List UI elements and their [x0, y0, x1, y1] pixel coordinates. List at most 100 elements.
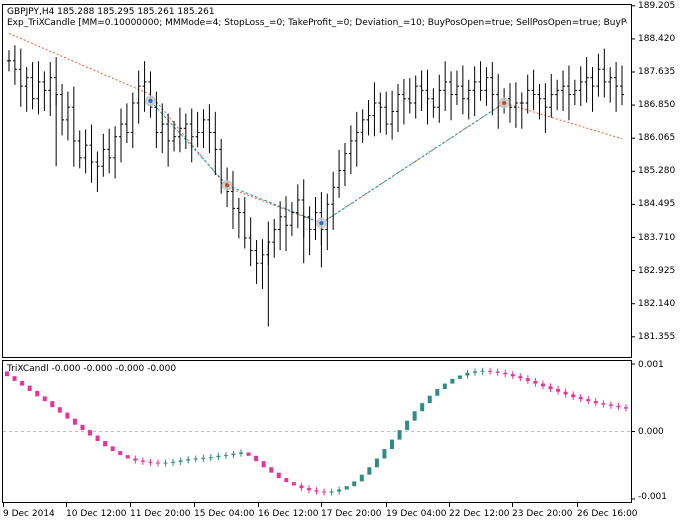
price-bar — [213, 111, 218, 176]
price-chart-frame[interactable] — [2, 4, 632, 358]
price-bar — [278, 201, 283, 251]
price-bar — [154, 91, 159, 149]
trix-candle — [389, 439, 394, 450]
price-bar — [71, 86, 76, 167]
price-bar — [325, 193, 330, 251]
trade-link-line — [226, 184, 322, 224]
trend-line — [8, 32, 623, 224]
price-bar — [525, 74, 530, 114]
price-bar — [242, 197, 247, 249]
price-bar — [449, 71, 454, 121]
trix-candle — [359, 474, 364, 482]
price-bar — [508, 83, 513, 123]
price-bar — [136, 70, 141, 124]
price-bar — [360, 109, 365, 144]
trix-candle — [442, 383, 447, 389]
expert-header: Exp_TriXCandle [MM=0.10000000; MMMode=4;… — [7, 18, 627, 28]
trix-candle — [405, 420, 410, 431]
price-bar — [384, 91, 389, 135]
time-axis-label: 9 Dec 2014 — [3, 509, 55, 519]
price-bar — [407, 78, 412, 114]
trix-candle — [412, 411, 417, 421]
price-bar — [201, 109, 206, 149]
price-axis-label: 181.355 — [638, 331, 676, 342]
trix-candle — [420, 403, 425, 412]
price-bar — [289, 202, 294, 236]
trix-candle — [88, 430, 93, 436]
price-bar — [566, 65, 571, 121]
trix-candle — [80, 424, 85, 431]
price-bar — [36, 61, 41, 115]
price-bar — [342, 143, 347, 187]
price-bar — [348, 125, 353, 175]
price-bar — [466, 79, 471, 120]
price-bar — [236, 197, 241, 239]
price-axis-label: 182.925 — [638, 265, 676, 276]
trix-candle — [397, 430, 402, 440]
price-bar — [425, 69, 430, 125]
price-bar — [83, 129, 88, 174]
trix-candle — [20, 380, 25, 386]
price-bar — [443, 61, 448, 111]
price-bar — [378, 92, 383, 133]
price-bar — [431, 88, 436, 118]
price-bar — [24, 67, 29, 112]
trix-candle — [95, 435, 100, 441]
price-bar — [578, 66, 583, 106]
price-bar — [437, 74, 442, 123]
trix-candle — [42, 396, 47, 402]
time-axis-label: 16 Dec 12:00 — [258, 509, 319, 519]
time-axis-label: 22 Dec 12:00 — [449, 509, 510, 519]
price-bar — [113, 126, 118, 179]
price-bar — [331, 171, 336, 230]
price-axis-label: 183.710 — [638, 232, 676, 243]
price-bar — [107, 128, 112, 174]
trade-link-line — [150, 100, 228, 186]
trix-candle — [344, 486, 349, 490]
price-axis-label: 189.205 — [638, 0, 676, 11]
price-bar — [366, 100, 371, 136]
price-bar — [65, 91, 70, 141]
price-bar — [95, 151, 100, 192]
price-bar — [177, 107, 182, 153]
trix-candle — [57, 407, 62, 413]
trade-link-line — [321, 102, 505, 224]
price-bar — [531, 69, 536, 111]
price-bar — [142, 61, 147, 112]
price-bar — [77, 130, 82, 169]
price-bar — [30, 62, 35, 110]
trix-candle — [435, 388, 440, 396]
trix-candle — [27, 385, 32, 392]
time-axis-label: 26 Dec 16:00 — [577, 509, 638, 519]
price-bar — [620, 65, 624, 106]
price-bar — [89, 124, 94, 183]
time-axis-label: 15 Dec 04:00 — [194, 509, 255, 519]
price-axis-label: 186.850 — [638, 100, 676, 111]
price-bar — [101, 133, 106, 177]
price-bar — [614, 62, 619, 112]
trix-candle — [427, 395, 432, 404]
symbol-header: GBPJPY,H4 185.288 185.295 185.261 185.26… — [7, 7, 215, 17]
price-bar — [608, 67, 613, 103]
price-axis-label: 184.495 — [638, 199, 676, 210]
price-bar — [124, 103, 129, 144]
price-bar — [519, 92, 524, 129]
trix-candle — [65, 412, 70, 419]
axes-layer — [3, 5, 635, 507]
price-bar — [513, 82, 518, 128]
trix-candle — [118, 451, 123, 456]
trix-candle — [72, 418, 77, 425]
price-bar — [472, 66, 477, 117]
indicator-axis-label: 0.000 — [638, 426, 664, 437]
time-axis-label: 11 Dec 20:00 — [130, 509, 191, 519]
price-bar — [295, 184, 300, 229]
indicator-candles-layer — [3, 367, 631, 496]
price-bar — [284, 196, 289, 251]
price-bar — [490, 62, 495, 116]
price-bar — [419, 70, 424, 111]
price-bar — [561, 70, 566, 111]
price-bar — [401, 78, 406, 125]
price-bar — [478, 61, 483, 101]
trade-marker-dot — [225, 183, 230, 188]
